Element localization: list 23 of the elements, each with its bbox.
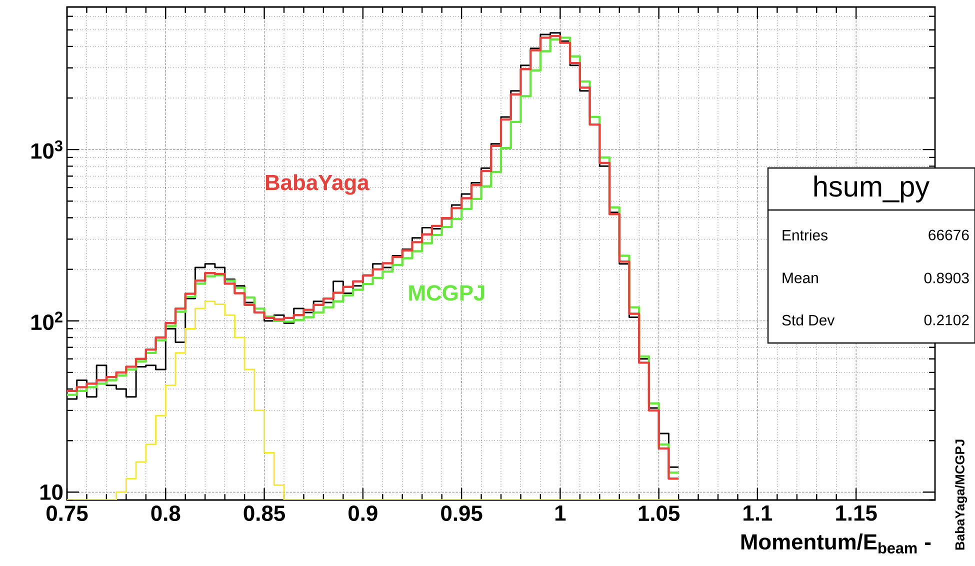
x-tick-label: 1.15 bbox=[836, 506, 877, 521]
annotation: hsum_py bbox=[814, 176, 930, 202]
y-tick-label: 10$^{2}$ bbox=[31, 312, 62, 330]
y-tick-label: 10$^{3}$ bbox=[31, 140, 62, 159]
x-tick-label: 0.8 bbox=[151, 506, 180, 522]
annotation: Entries bbox=[782, 230, 828, 240]
x-tick-label: 1 bbox=[555, 506, 566, 521]
x-tick-label: 0.75 bbox=[46, 506, 88, 522]
x-tick-label: 0.85 bbox=[244, 506, 285, 522]
annotation: 66676 bbox=[928, 230, 969, 240]
annotation: Mean bbox=[782, 272, 818, 284]
x-tick-label: 1.05 bbox=[638, 506, 680, 522]
series-label: MCGPJ bbox=[409, 285, 484, 301]
text: BabaYaga bbox=[266, 174, 370, 195]
y-tick-label: 10 bbox=[40, 484, 63, 500]
annotation: Std Dev bbox=[782, 314, 835, 326]
text: BabaYaga/MCGPJ bbox=[954, 440, 968, 550]
x-tick-label: 0.9 bbox=[348, 506, 378, 522]
x-tick-label: 0.95 bbox=[441, 506, 482, 522]
annotation: 0.8903 bbox=[924, 272, 969, 284]
annotation: 0.2102 bbox=[924, 314, 969, 326]
x-axis-title: Momentum/E$_{beam}$ - bbox=[741, 534, 931, 554]
x-tick-label: 1.1 bbox=[744, 506, 772, 521]
